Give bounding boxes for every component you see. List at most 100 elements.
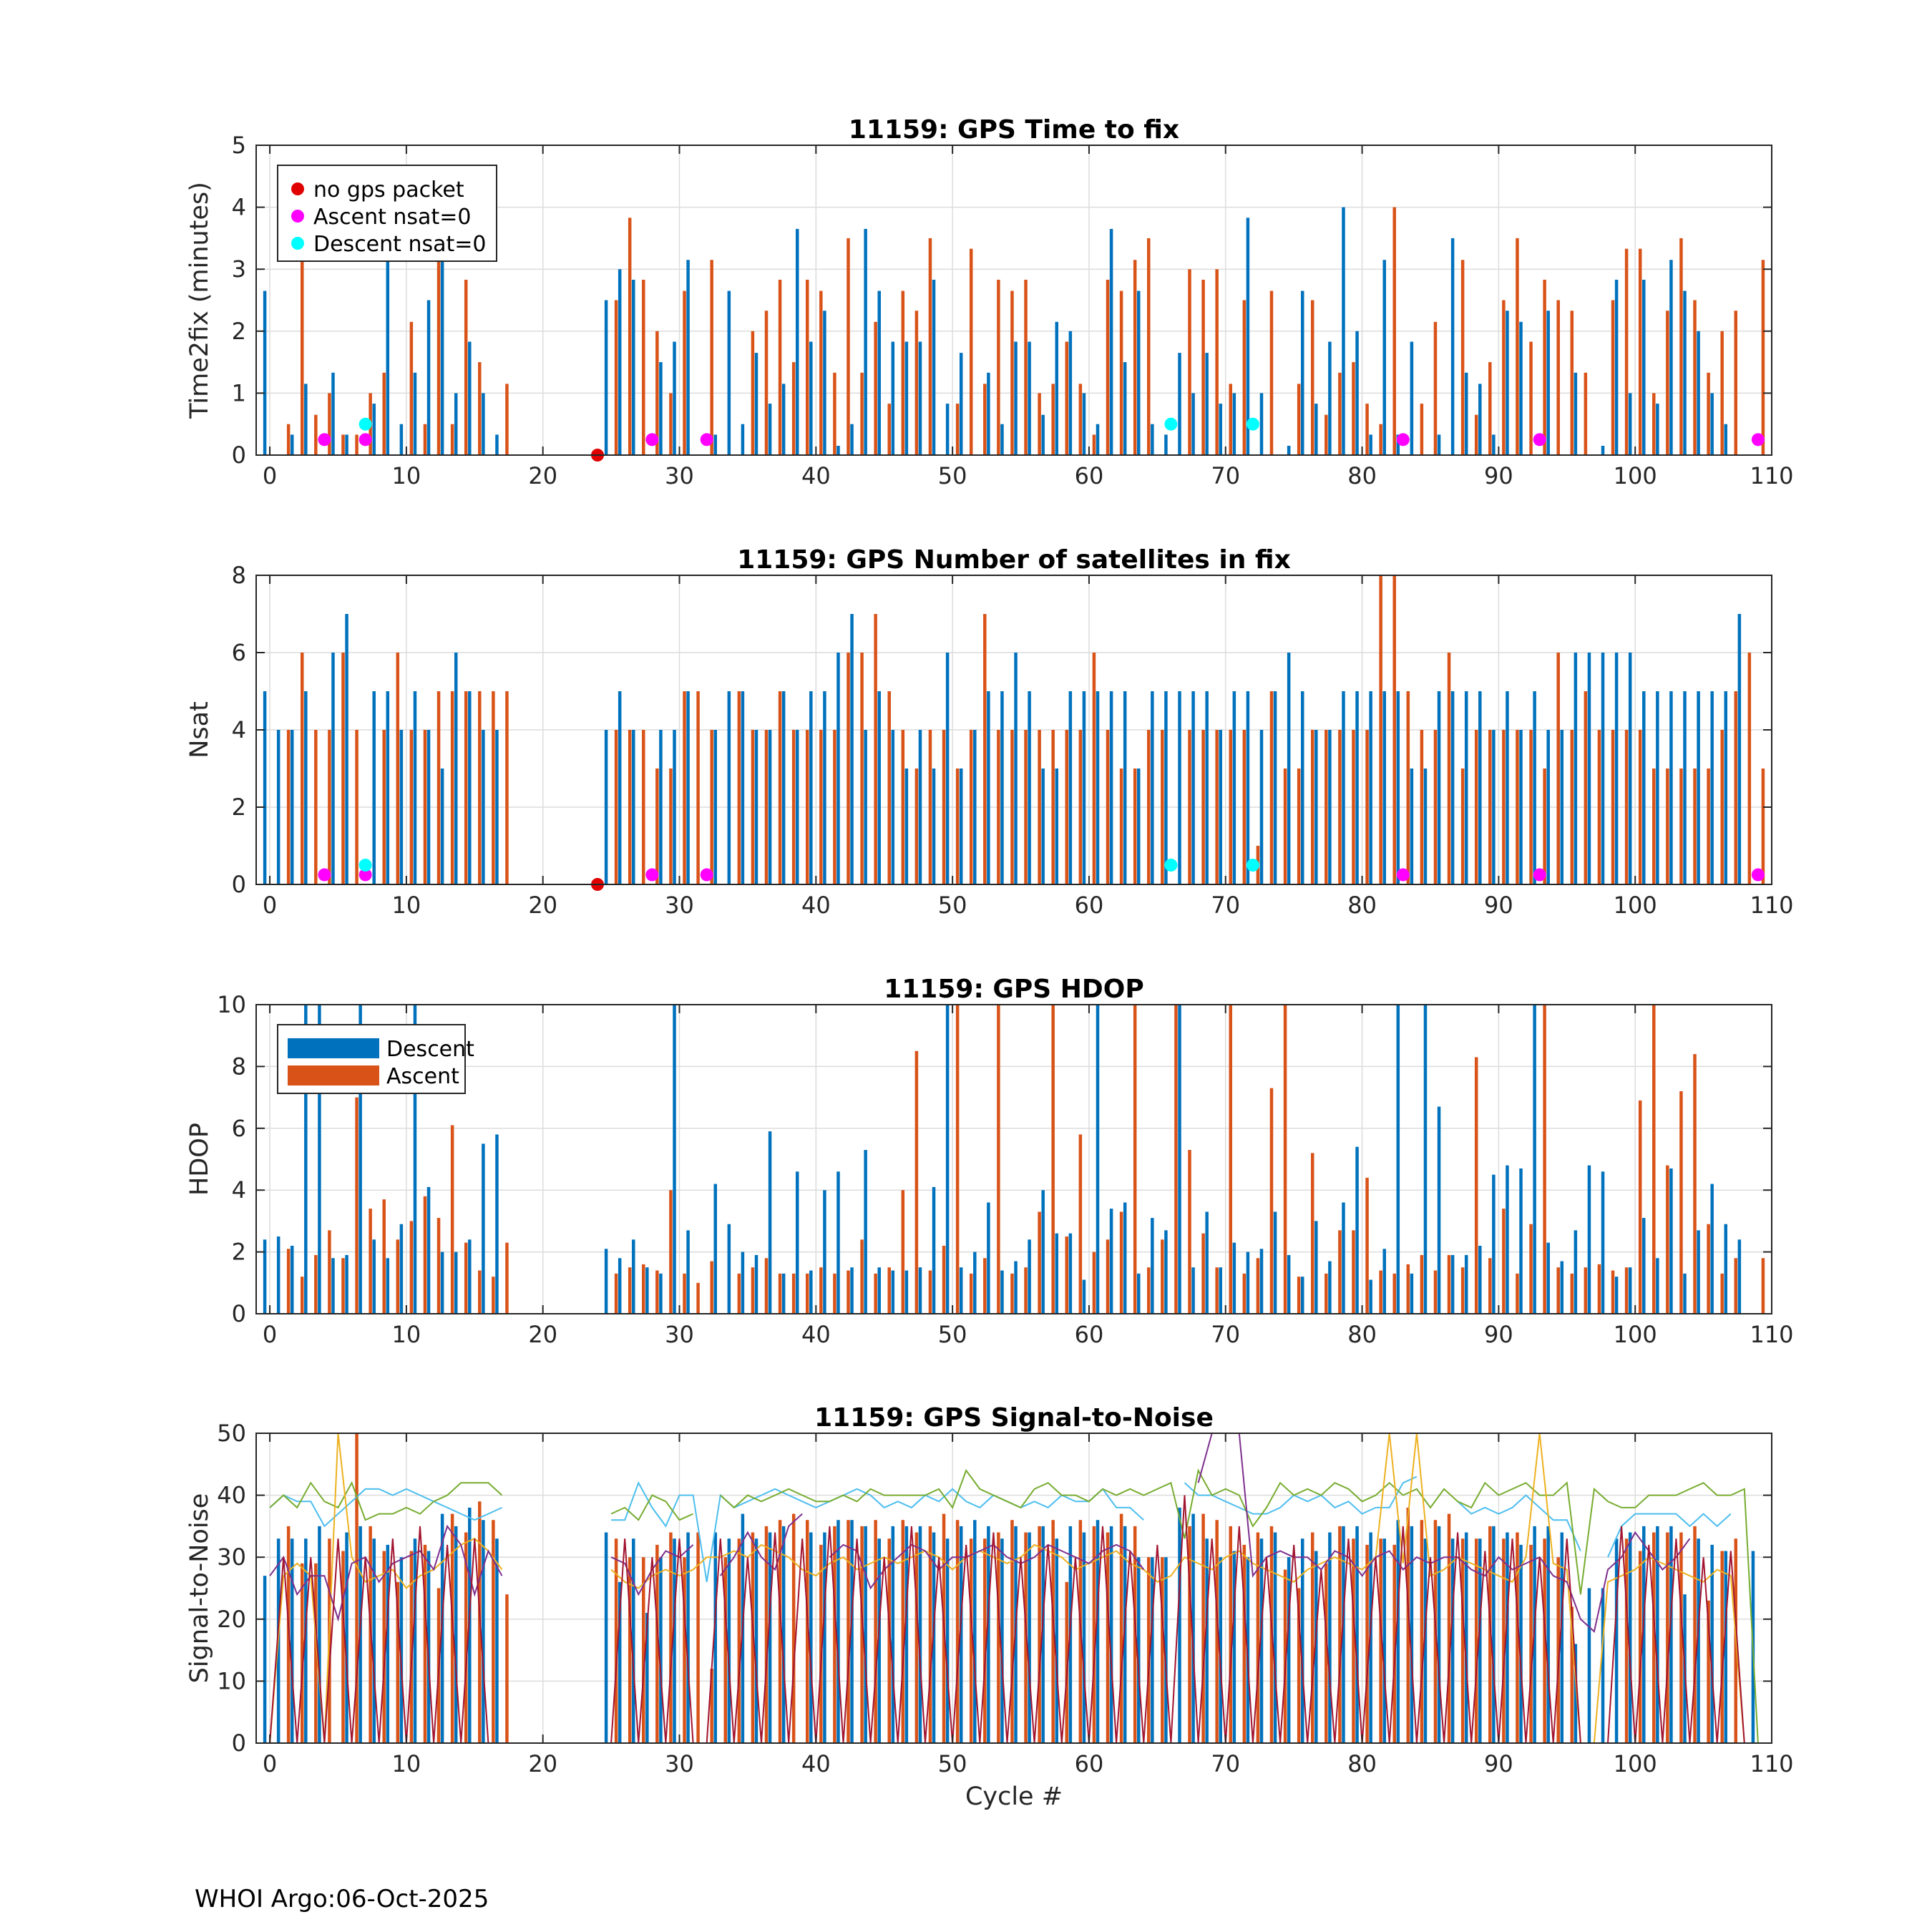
bar-descent (618, 691, 622, 884)
bar-descent (1710, 1184, 1714, 1314)
bar-descent (604, 730, 608, 884)
bar-descent (686, 691, 690, 884)
bar-descent (1710, 1544, 1714, 1743)
bar-ascent (751, 730, 755, 884)
bar-ascent (928, 238, 932, 455)
bar-ascent (369, 1209, 372, 1314)
bar-ascent (874, 1520, 877, 1743)
bar-descent (318, 1526, 321, 1743)
x-tick-label: 10 (392, 462, 421, 489)
y-tick-label: 4 (232, 716, 246, 743)
bar-ascent (1338, 1230, 1342, 1314)
bar-descent (468, 691, 472, 884)
bar-ascent (1024, 730, 1028, 884)
bar-descent (727, 291, 731, 455)
x-tick-label: 80 (1347, 1321, 1377, 1348)
bar-ascent (955, 1520, 960, 1743)
bar-descent (304, 1538, 308, 1743)
bar-ascent (1297, 1588, 1301, 1743)
bar-descent (850, 614, 854, 884)
bar-ascent (1666, 311, 1669, 455)
bar-descent (1191, 1267, 1195, 1314)
bar-descent (918, 1526, 922, 1743)
bar-descent (686, 1532, 690, 1743)
bar-descent (973, 1252, 977, 1314)
bar-ascent (1720, 1551, 1724, 1743)
bar-ascent (382, 1551, 386, 1743)
bar-ascent (1597, 730, 1601, 884)
bar-descent (386, 250, 390, 455)
bar-descent (754, 1254, 758, 1314)
marker-ascent-nsat0 (358, 868, 372, 882)
bar-descent (1669, 260, 1673, 455)
bar-descent (1437, 1106, 1441, 1314)
bar-descent (1628, 393, 1632, 455)
bar-descent (795, 228, 799, 455)
bar-ascent (1161, 1557, 1164, 1743)
bar-descent (1300, 1538, 1304, 1743)
bar-ascent (928, 730, 932, 884)
bar-ascent (710, 1669, 713, 1743)
bar-descent (1369, 434, 1372, 455)
bar-ascent (1679, 238, 1683, 455)
bar-descent (1697, 691, 1700, 884)
bar-descent (823, 311, 826, 455)
bar-ascent (1147, 238, 1151, 455)
bar-ascent (1379, 424, 1382, 455)
bar-descent (1082, 691, 1086, 884)
y-axis-label: HDOP (185, 1123, 214, 1196)
bar-ascent (1433, 1270, 1438, 1314)
bar-descent (973, 730, 977, 884)
bar-ascent (1256, 1532, 1260, 1743)
x-tick-label: 70 (1211, 1321, 1240, 1348)
bar-descent (1492, 434, 1496, 455)
bar-descent (836, 1520, 840, 1743)
bar-descent (345, 614, 348, 884)
x-tick-label: 110 (1750, 1750, 1793, 1777)
bar-descent (713, 1184, 718, 1314)
bar-descent (1246, 691, 1250, 884)
bar-ascent (1147, 1557, 1151, 1743)
bar-descent (604, 300, 608, 455)
bar-ascent (1147, 1267, 1151, 1314)
bar-descent (1519, 321, 1523, 455)
bar-ascent (805, 1520, 809, 1743)
bar-descent (276, 730, 280, 884)
bar-descent (1697, 1230, 1700, 1314)
bar-ascent (983, 614, 987, 884)
bar-ascent (1570, 1273, 1574, 1314)
bar-descent (1574, 372, 1578, 455)
bar-descent (1369, 1279, 1372, 1314)
bar-ascent (1229, 730, 1233, 884)
bar-descent (399, 730, 404, 884)
bar-descent (1232, 393, 1236, 455)
bar-ascent (696, 1282, 700, 1314)
bar-descent (959, 1526, 963, 1743)
bar-ascent (819, 730, 823, 884)
bar-descent (754, 730, 758, 884)
bar-ascent (1570, 730, 1574, 884)
bar-descent (263, 691, 267, 884)
bar-descent (1669, 1168, 1673, 1314)
bar-descent (399, 424, 404, 455)
bar-descent (1464, 1532, 1468, 1743)
bar-descent (318, 1005, 321, 1314)
y-tick-label: 0 (232, 1300, 246, 1327)
bar-descent (1151, 1218, 1154, 1314)
x-tick-label: 30 (665, 1750, 694, 1777)
plot-area (263, 207, 1765, 455)
bar-ascent (436, 260, 441, 455)
bar-descent (413, 372, 417, 455)
bar-descent (877, 1538, 881, 1743)
bar-descent (1096, 1005, 1100, 1314)
bar-descent (386, 1258, 390, 1314)
bar-descent (618, 269, 622, 455)
y-tick-label: 10 (217, 991, 246, 1018)
bar-descent (1478, 691, 1482, 884)
x-tick-label: 100 (1614, 1750, 1657, 1777)
bar-descent (426, 1186, 431, 1314)
axes-box (255, 145, 1772, 456)
bar-descent (1410, 769, 1414, 884)
bar-ascent (1529, 1544, 1533, 1743)
x-tick-label: 110 (1750, 462, 1793, 489)
